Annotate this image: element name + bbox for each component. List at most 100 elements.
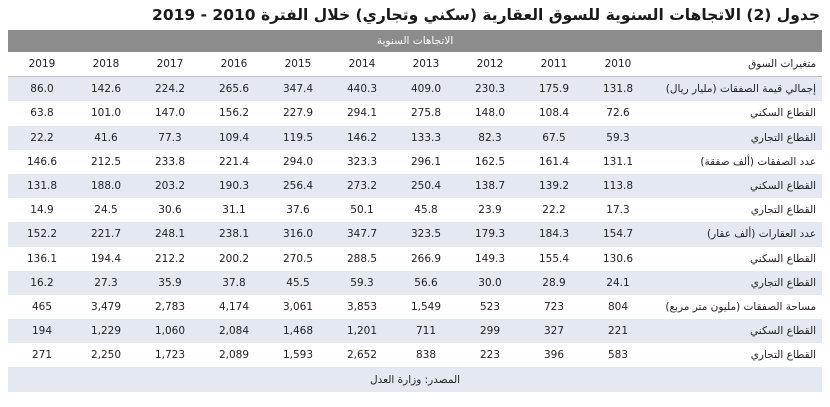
table-cell: 131.8	[8, 173, 72, 199]
table-cell: 227.9	[264, 101, 328, 126]
table-cell: 224.2	[136, 76, 200, 102]
table-title: جدول (2) الاتجاهات السنوية للسوق العقاري…	[152, 6, 820, 24]
row-label: القطاع التجاري	[648, 198, 823, 223]
table-cell: 113.8	[584, 173, 648, 199]
table-cell: 45.8	[392, 198, 456, 223]
table-cell: 24.1	[584, 270, 648, 295]
table-cell: 409.0	[392, 76, 456, 102]
table-cell: 1,060	[136, 319, 200, 344]
table-cell: 523	[456, 294, 520, 320]
row-label: عدد العقارات (ألف عقار)	[648, 222, 823, 247]
year-header: 2012	[456, 52, 520, 78]
table-cell: 119.5	[264, 125, 328, 150]
table-cell: 583	[584, 343, 648, 368]
table-cell: 67.5	[520, 125, 584, 150]
table-cell: 221	[584, 319, 648, 344]
table-cell: 2,783	[136, 294, 200, 320]
table-cell: 294.1	[328, 101, 392, 126]
year-header: 2018	[72, 52, 136, 78]
table-cell: 142.6	[72, 76, 136, 102]
year-header: 2011	[520, 52, 584, 78]
table-cell: 250.4	[392, 173, 456, 199]
table-cell: 256.4	[264, 173, 328, 199]
table-cell: 59.3	[328, 270, 392, 295]
table-cell: 271	[8, 343, 72, 368]
table-cell: 316.0	[264, 222, 328, 247]
table-row: 63.8 101.0 147.0 156.2 227.9 294.1 275.8 148.0 1…	[8, 101, 823, 126]
table-row: 146.6 212.5 233.8 221.4 294.0 323.3 296.1 162.5…	[8, 149, 823, 174]
table-row: 136.1 194.4 212.2 200.2 270.5 288.5 266.9 149.3…	[8, 246, 823, 271]
table-cell: 273.2	[328, 173, 392, 199]
table-cell: 155.4	[520, 246, 584, 271]
row-label: إجمالي قيمة الصفقات (مليار ريال)	[648, 76, 823, 102]
row-label: القطاع التجاري	[648, 343, 823, 368]
variables-header: متغيرات السوق	[648, 52, 823, 78]
table-row: 131.8 188.0 203.2 190.3 256.4 273.2 250.4 138.7…	[8, 173, 823, 199]
table-cell: 230.3	[456, 76, 520, 102]
table-cell: 139.2	[520, 173, 584, 199]
row-label: القطاع السكني	[648, 173, 823, 199]
table-cell: 72.6	[584, 101, 648, 126]
table-cell: 3,061	[264, 294, 328, 320]
table-cell: 200.2	[200, 246, 264, 271]
table-cell: 194	[8, 319, 72, 344]
year-header: 2010	[584, 52, 648, 78]
table-cell: 148.0	[456, 101, 520, 126]
table-cell: 323.5	[392, 222, 456, 247]
row-label: القطاع التجاري	[648, 270, 823, 295]
table-cell: 31.1	[200, 198, 264, 223]
year-header: 2019	[8, 52, 72, 78]
table-cell: 147.0	[136, 101, 200, 126]
table-cell: 1,593	[264, 343, 328, 368]
table-cell: 184.3	[520, 222, 584, 247]
table-cell: 154.7	[584, 222, 648, 247]
table-cell: 37.8	[200, 270, 264, 295]
table-row: 22.2 41.6 77.3 109.4 119.5 146.2 133.3 82.3 67.5…	[8, 125, 823, 150]
table-cell: 133.3	[392, 125, 456, 150]
table-cell: 146.6	[8, 149, 72, 174]
table-cell: 161.4	[520, 149, 584, 174]
table-row: 271 2,250 1,723 2,089 1,593 2,652 838 223 396 583…	[8, 343, 823, 368]
table-cell: 3,853	[328, 294, 392, 320]
years-header-row: 2019 2018 2017 2016 2015 2014 2013 2012 …	[8, 52, 823, 78]
table-cell: 838	[392, 343, 456, 368]
table-cell: 1,229	[72, 319, 136, 344]
table-cell: 275.8	[392, 101, 456, 126]
table-cell: 3,479	[72, 294, 136, 320]
table-cell: 24.5	[72, 198, 136, 223]
table-cell: 465	[8, 294, 72, 320]
band-label: الاتجاهات السنوية	[8, 30, 823, 52]
table-cell: 136.1	[8, 246, 72, 271]
table-cell: 238.1	[200, 222, 264, 247]
table-cell: 1,723	[136, 343, 200, 368]
table-cell: 45.5	[264, 270, 328, 295]
table-cell: 149.3	[456, 246, 520, 271]
table-cell: 188.0	[72, 173, 136, 199]
table-cell: 440.3	[328, 76, 392, 102]
row-label: القطاع السكني	[648, 101, 823, 126]
table-cell: 22.2	[8, 125, 72, 150]
table-cell: 1,468	[264, 319, 328, 344]
row-label: مساحة الصفقات (مليون متر مربع)	[648, 294, 823, 320]
table-cell: 288.5	[328, 246, 392, 271]
table-cell: 162.5	[456, 149, 520, 174]
source-note: المصدر: وزارة العدل	[8, 367, 823, 392]
table-cell: 396	[520, 343, 584, 368]
table-cell: 179.3	[456, 222, 520, 247]
year-header: 2013	[392, 52, 456, 78]
table-cell: 27.3	[72, 270, 136, 295]
table-cell: 2,652	[328, 343, 392, 368]
table-cell: 233.8	[136, 149, 200, 174]
market-trends-table: الاتجاهات السنوية 2019 2018 2017 2016 20…	[8, 30, 823, 392]
table-cell: 23.9	[456, 198, 520, 223]
table-row: 16.2 27.3 35.9 37.8 45.5 59.3 56.6 30.0 28.9 24.1…	[8, 270, 823, 295]
table-cell: 299	[456, 319, 520, 344]
table-cell: 86.0	[8, 76, 72, 102]
table-cell: 221.7	[72, 222, 136, 247]
table-cell: 56.6	[392, 270, 456, 295]
table-cell: 212.5	[72, 149, 136, 174]
table-cell: 30.0	[456, 270, 520, 295]
year-header: 2015	[264, 52, 328, 78]
year-header: 2017	[136, 52, 200, 78]
